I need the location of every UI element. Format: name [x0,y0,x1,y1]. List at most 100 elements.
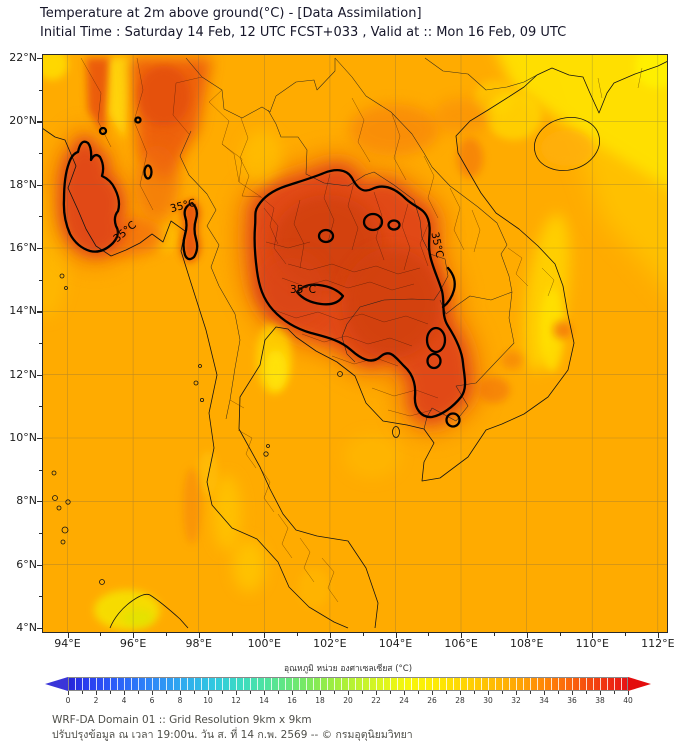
chart-title: Temperature at 2m above ground(°C) - [Da… [40,6,422,21]
colorbar-tick-label: 38 [595,696,605,705]
y-axis-minor-tick [39,89,42,91]
colorbar-gradient [68,677,628,691]
x-axis-minor-tick [493,633,495,636]
x-axis-tick [329,633,332,638]
y-axis-label: 8°N [16,494,37,508]
colorbar-major-tick [404,691,405,695]
footer-domain-info: WRF-DA Domain 01 :: Grid Resolution 9km … [52,714,312,726]
colorbar-major-tick [236,691,237,695]
colorbar-minor-tick [614,691,615,694]
colorbar-minor-tick [138,691,139,694]
y-axis-label: 22°N [9,51,37,64]
y-axis-label: 10°N [9,430,37,444]
colorbar-tick-label: 34 [539,696,549,705]
chart-subtitle: Initial Time : Saturday 14 Feb, 12 UTC F… [40,24,567,40]
contour-35c [62,116,467,428]
y-axis-tick [37,501,42,503]
x-axis-tick [395,633,397,638]
colorbar-tick-label: 30 [483,696,493,705]
colorbar-major-tick [460,691,461,695]
colorbar-major-tick [68,691,69,695]
y-axis-tick [37,184,42,186]
y-axis-minor-tick [39,216,42,218]
y-axis-minor-tick [39,406,42,408]
y-axis-label: 16°N [9,240,37,254]
x-axis-tick [67,633,69,638]
y-axis-tick [37,564,42,566]
x-axis-tick [198,633,200,638]
title-block: Temperature at 2m above ground(°C) - [Da… [40,5,566,42]
colorbar-major-tick [376,691,377,695]
colorbar-tick-label: 8 [177,696,183,705]
colorbar-minor-tick [334,691,335,694]
colorbar-major-tick [96,691,97,695]
colorbar-minor-tick [222,691,223,694]
colorbar-tick-label: 0 [65,696,71,705]
y-axis-tick [37,121,42,123]
colorbar-left-arrow [45,677,68,691]
colorbar-minor-tick [558,691,559,694]
colorbar-tick-label: 32 [511,696,521,705]
colorbar-tick-label: 20 [343,696,353,705]
footer-update-info: ปรับปรุงข้อมูล ณ เวลา 19:00น. วัน ส. ที่… [52,728,413,741]
colorbar-major-tick [628,691,629,695]
colorbar-tick-label: 6 [149,696,155,705]
x-axis-tick [461,633,463,638]
x-axis-label: 106°E [444,637,478,650]
colorbar-major-tick [572,691,573,695]
province-borders [80,57,643,603]
y-axis-tick [37,437,42,440]
x-axis-label: 104°E [378,637,413,650]
y-axis-minor-tick [39,532,42,534]
x-axis-label: 94°E [54,637,81,650]
colorbar-title: อุณหภูมิ หน่วย องศาเซลเซียส (°C) [283,664,413,674]
x-axis-tick [657,633,660,638]
x-axis-label: 108°E [509,637,544,650]
y-axis-label: 18°N [9,177,37,191]
x-axis-minor-tick [231,633,233,636]
x-axis-minor-tick [100,633,102,636]
colorbar [45,677,651,691]
contour-label-35c: 35°C [290,284,316,296]
colorbar-minor-tick [390,691,391,694]
colorbar-minor-tick [418,691,419,694]
colorbar-major-tick [180,691,181,695]
colorbar-minor-tick [474,691,475,694]
colorbar-major-tick [320,691,321,695]
colorbar-minor-tick [82,691,83,694]
x-axis-label: 100°E [247,637,282,650]
colorbar-tick-label: 14 [259,696,269,705]
x-axis-minor-tick [625,633,627,636]
x-axis-tick [592,633,594,638]
colorbar-tick-label: 22 [371,696,381,705]
x-axis-tick [526,633,528,638]
colorbar-major-tick [600,691,601,695]
x-axis-minor-tick [297,633,299,636]
colorbar-minor-tick [446,691,447,694]
y-axis-tick [37,311,42,313]
colorbar-minor-tick [250,691,251,694]
y-axis-tick [37,58,42,60]
country-borders [179,57,538,430]
y-axis-minor-tick [39,342,42,344]
colorbar-tick-label: 4 [121,696,127,705]
colorbar-major-tick [432,691,433,695]
colorbar-major-tick [488,691,489,695]
colorbar-major-tick [544,691,545,695]
colorbar-minor-tick [278,691,279,694]
y-axis-tick [37,247,42,250]
map-area: 35°C 35°C 35°C 35°C [42,54,668,633]
colorbar-major-tick [516,691,517,695]
colorbar-minor-tick [586,691,587,694]
colorbar-tick-label: 24 [399,696,409,705]
x-axis-label: 102°E [313,637,347,650]
colorbar-tick-label: 2 [93,696,99,705]
x-axis-label: 112°E [641,637,675,650]
colorbar-major-tick [292,691,293,695]
x-axis-label: 96°E [119,637,147,650]
x-axis-label: 98°E [185,637,212,650]
colorbar-major-tick [348,691,349,695]
temperature-field [42,54,668,633]
colorbar-tick-label: 18 [315,696,325,705]
